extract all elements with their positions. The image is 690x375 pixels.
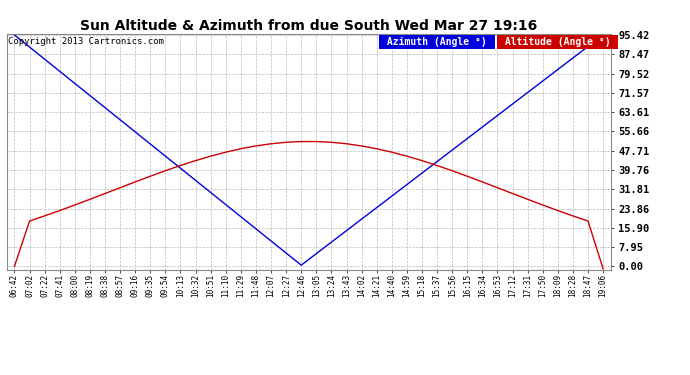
Text: Azimuth (Angle °): Azimuth (Angle °) <box>381 37 493 47</box>
Text: Copyright 2013 Cartronics.com: Copyright 2013 Cartronics.com <box>8 37 164 46</box>
Text: Altitude (Angle °): Altitude (Angle °) <box>499 37 616 47</box>
Title: Sun Altitude & Azimuth from due South Wed Mar 27 19:16: Sun Altitude & Azimuth from due South We… <box>80 19 538 33</box>
